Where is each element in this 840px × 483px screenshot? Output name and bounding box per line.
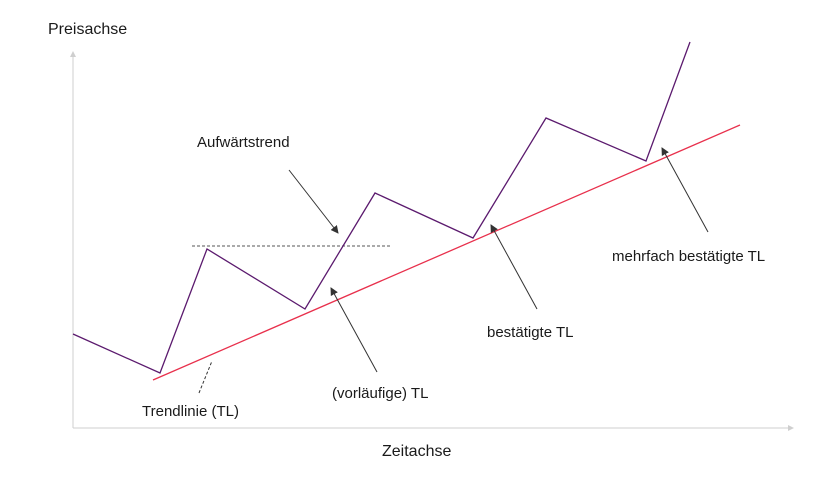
multiple-confirmed-pointer [661,147,709,233]
uptrend-pointer [288,169,339,234]
x-axis-label: Zeitachse [382,443,452,460]
uptrend-label: Aufwärtstrend [197,134,290,151]
trendline-pointer [198,360,213,394]
trendline-label: Trendlinie (TL) [142,403,239,420]
preliminary-pointer [330,287,378,373]
multiple-confirmed-trendline-label: mehrfach bestätigte TL [612,248,766,265]
price-line [72,41,691,374]
confirmed-trendline-label: bestätigte TL [487,324,574,341]
confirmed-pointer [490,224,538,310]
preliminary-trendline-label: (vorläufige) TL [332,385,429,402]
trend-line [152,124,741,381]
y-axis-label: Preisachse [48,21,128,38]
